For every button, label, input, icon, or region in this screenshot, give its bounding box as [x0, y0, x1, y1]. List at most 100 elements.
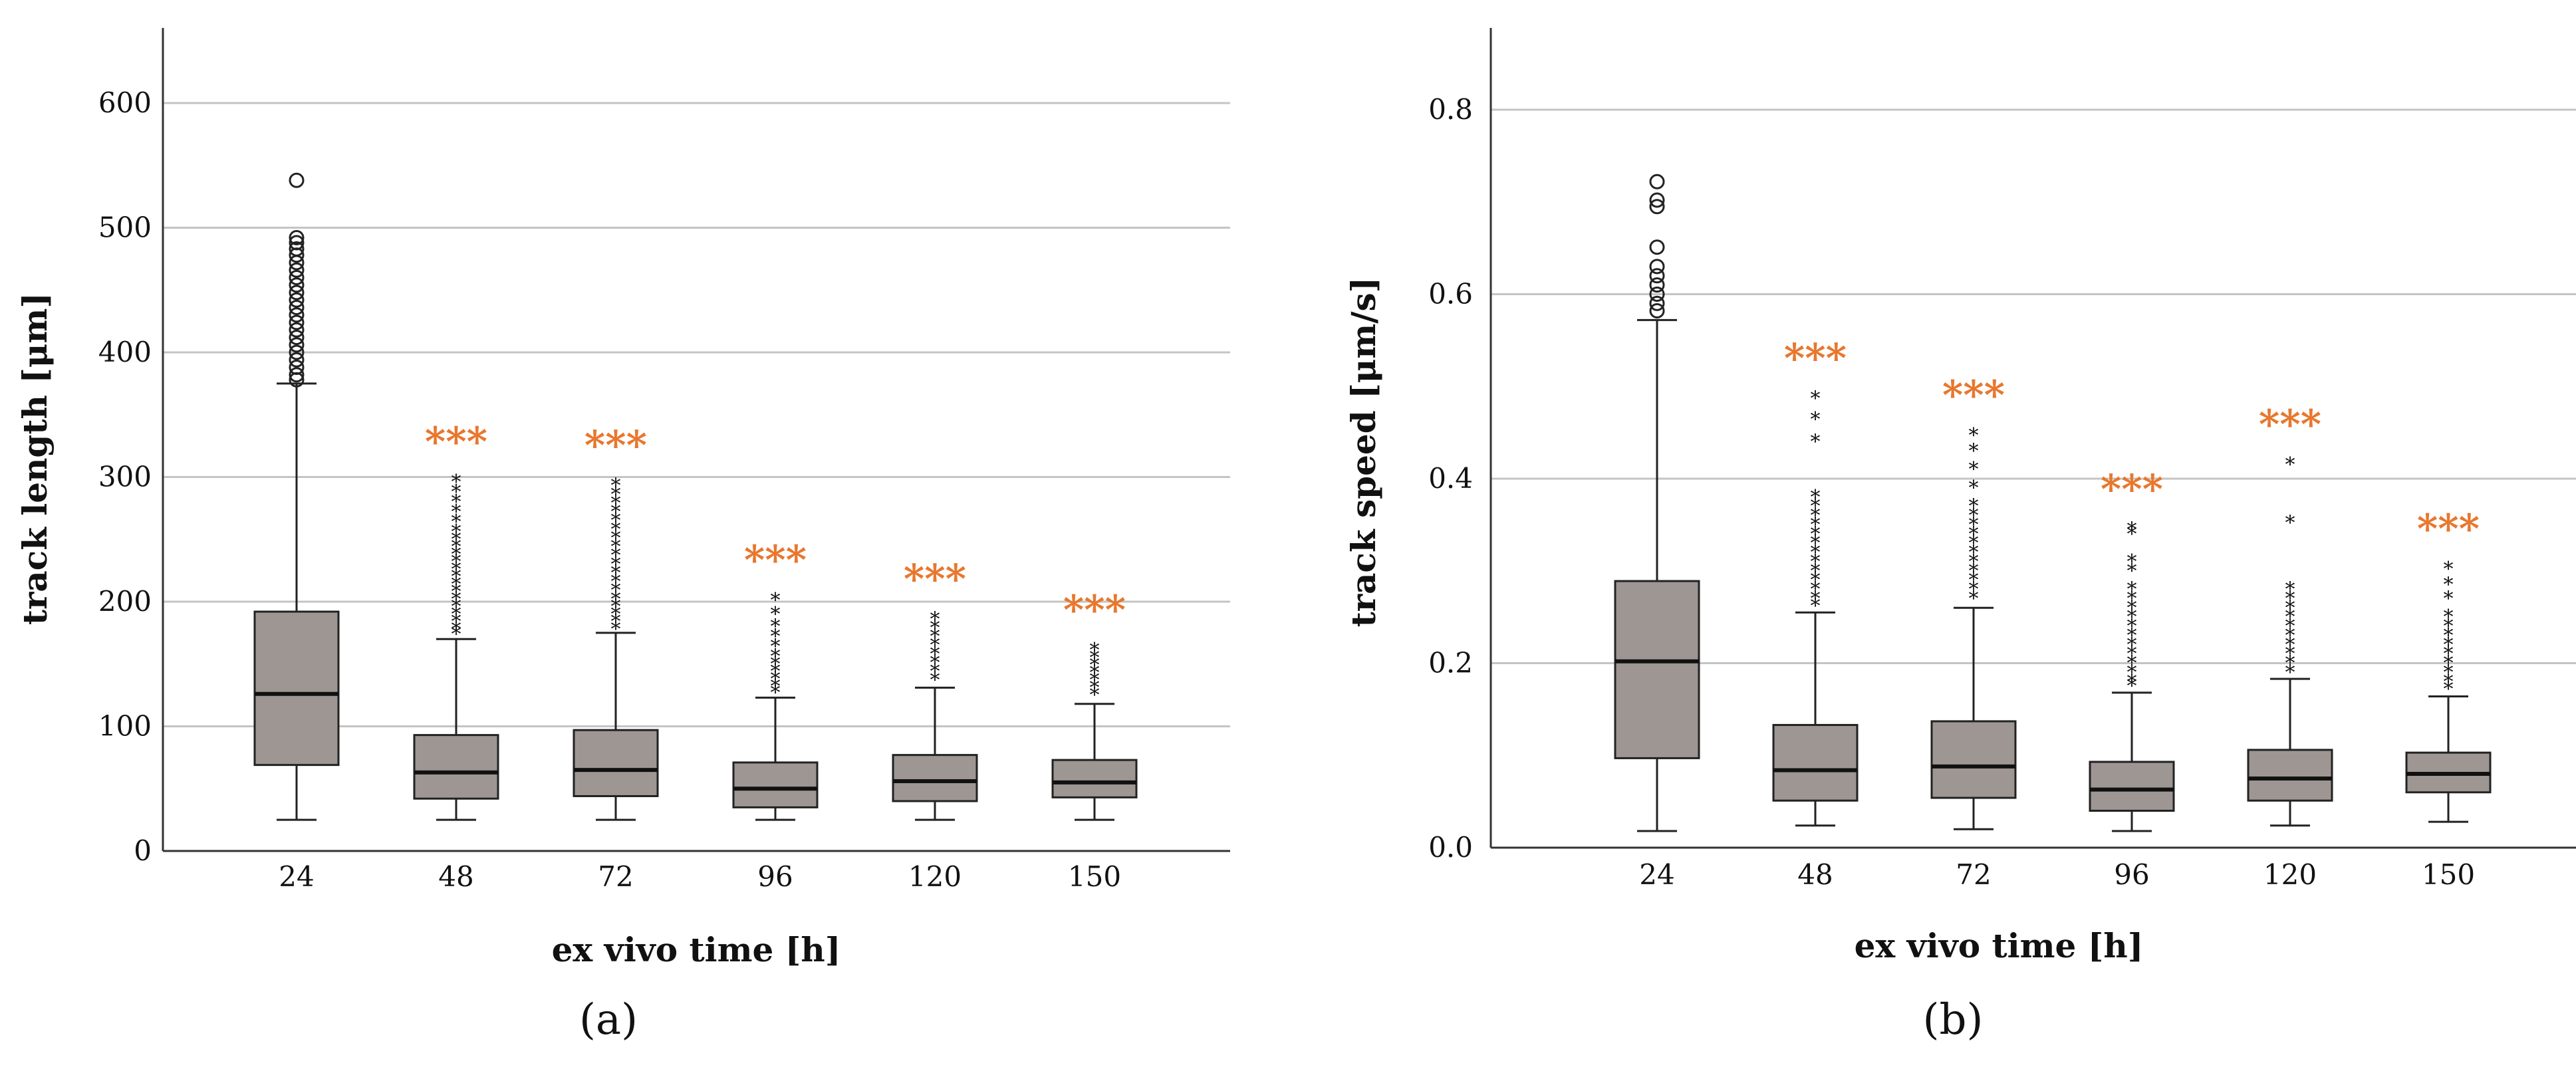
significance-marker: *** [1063, 587, 1126, 634]
outlier-star: * [2285, 578, 2295, 602]
outlier-star: * [2127, 652, 2137, 675]
panel-a-boxes: ****************************************… [253, 172, 1138, 821]
outlier-star: * [1811, 431, 1821, 454]
outlier-star: * [1090, 669, 1100, 692]
outlier-star: * [1811, 578, 1821, 602]
outlier-star: * [1811, 594, 1821, 618]
panel-b-y-tick-label: 0.0 [1428, 831, 1473, 864]
interquartile-box [1930, 720, 2017, 799]
outlier-star: * [1811, 387, 1821, 410]
outlier-star: * [2285, 596, 2295, 620]
outlier-star: * [1811, 532, 1821, 555]
outlier-star: * [1969, 424, 1979, 447]
outlier-star: * [771, 675, 781, 699]
outlier-star: * [2444, 643, 2454, 666]
interquartile-box [253, 610, 340, 767]
outlier-star: * [2285, 615, 2295, 638]
outlier-star: * [2285, 661, 2295, 684]
outlier-star: * [1969, 587, 1979, 610]
outlier-star: * [930, 634, 940, 658]
outlier-star: * [930, 652, 940, 675]
panel-b-box-72: ****************** [1930, 372, 2017, 830]
interquartile-box [1614, 580, 1700, 759]
outlier-star: * [2127, 624, 2137, 648]
outlier-star: * [1811, 541, 1821, 564]
outlier-star: * [2444, 615, 2454, 638]
outlier-star: * [2444, 652, 2454, 675]
outlier-star: * [1090, 676, 1100, 699]
outlier-star: * [1811, 560, 1821, 583]
outlier-star: * [611, 509, 621, 533]
outlier-circle [1649, 192, 1665, 208]
outlier-star: * [1969, 513, 1979, 537]
outlier-star: * [611, 588, 621, 611]
outlier-star: * [611, 618, 621, 641]
outlier-star: * [2127, 587, 2137, 610]
outlier-circle [289, 314, 305, 330]
outlier-star: * [611, 518, 621, 541]
outlier-star: * [771, 616, 781, 639]
outlier-star: * [2127, 661, 2137, 684]
panel-a-y-tick-labels: 0 100 200 300 400 500 600 [98, 86, 152, 867]
outlier-star: * [2285, 652, 2295, 675]
panel-a-y-tick-label: 300 [98, 461, 152, 493]
significance-marker: *** [904, 556, 966, 602]
outlier-star: * [1811, 408, 1821, 431]
interquartile-box [413, 734, 499, 800]
outlier-star: * [1811, 550, 1821, 574]
outlier-circle [289, 230, 305, 245]
outlier-star: * [611, 536, 621, 559]
panel-a-x-tick-label: 24 [279, 860, 314, 893]
outlier-circle [1649, 268, 1665, 284]
panel-a-box-72: ********************* [573, 423, 659, 821]
panel-b-x-axis-title: ex vivo time [h] [1855, 926, 2144, 965]
outlier-star: * [1969, 523, 1979, 546]
panel-a-y-axis-title: track length [μm] [15, 293, 55, 625]
outlier-star: * [2285, 587, 2295, 610]
panel-a-x-tick-label: 120 [908, 860, 962, 893]
outlier-star: * [2127, 578, 2137, 602]
outlier-star: * [1811, 495, 1821, 519]
outlier-circle [289, 270, 305, 285]
outlier-star: * [1811, 569, 1821, 592]
outlier-circle [289, 344, 305, 360]
panel-a-y-tick-label: 100 [98, 710, 152, 743]
outlier-star: * [771, 603, 781, 626]
outlier-star: * [1969, 550, 1979, 574]
outlier-star: * [451, 481, 461, 504]
outlier-star: * [2127, 560, 2137, 583]
outlier-star: * [451, 610, 461, 634]
outlier-star: * [1969, 505, 1979, 528]
outlier-star: * [1811, 505, 1821, 528]
panel-a-box-96: ************** [732, 537, 819, 821]
interquartile-box [2089, 761, 2175, 812]
outlier-star: * [2285, 512, 2295, 535]
panel-a-gridlines [163, 102, 1230, 727]
outlier-circle [289, 337, 305, 353]
outlier-star: * [611, 610, 621, 634]
outlier-circle [289, 322, 305, 338]
outlier-star: * [771, 660, 781, 683]
panel-a-x-tick-label: 96 [757, 860, 793, 893]
significance-marker: *** [2417, 506, 2480, 552]
panel-b-y-tick-labels: 0.0 0.2 0.4 0.6 0.8 [1428, 93, 1473, 864]
interquartile-box [732, 761, 819, 808]
panel-a-x-tick-label: 150 [1068, 860, 1121, 893]
outlier-star: * [2285, 453, 2295, 477]
significance-marker: *** [2259, 402, 2321, 448]
outlier-star: * [2444, 634, 2454, 657]
panel-a-y-tick-label: 400 [98, 336, 152, 368]
outlier-circle [1649, 302, 1665, 318]
outlier-star: * [451, 588, 461, 611]
panel-b-y-axis-title: track speed [μm/s] [1344, 277, 1383, 628]
outlier-star: * [451, 543, 461, 566]
panel-b-box-24 [1614, 174, 1700, 832]
outlier-star: * [2127, 643, 2137, 666]
panel-b-box-48: ******************* [1772, 335, 1859, 827]
outlier-circle [289, 285, 305, 301]
panel-b-y-tick-label: 0.8 [1428, 93, 1473, 126]
outlier-star: * [930, 643, 940, 666]
outlier-star: * [771, 636, 781, 659]
panel-b-x-tick-labels: 24 48 72 96 120 150 [1639, 858, 2475, 891]
